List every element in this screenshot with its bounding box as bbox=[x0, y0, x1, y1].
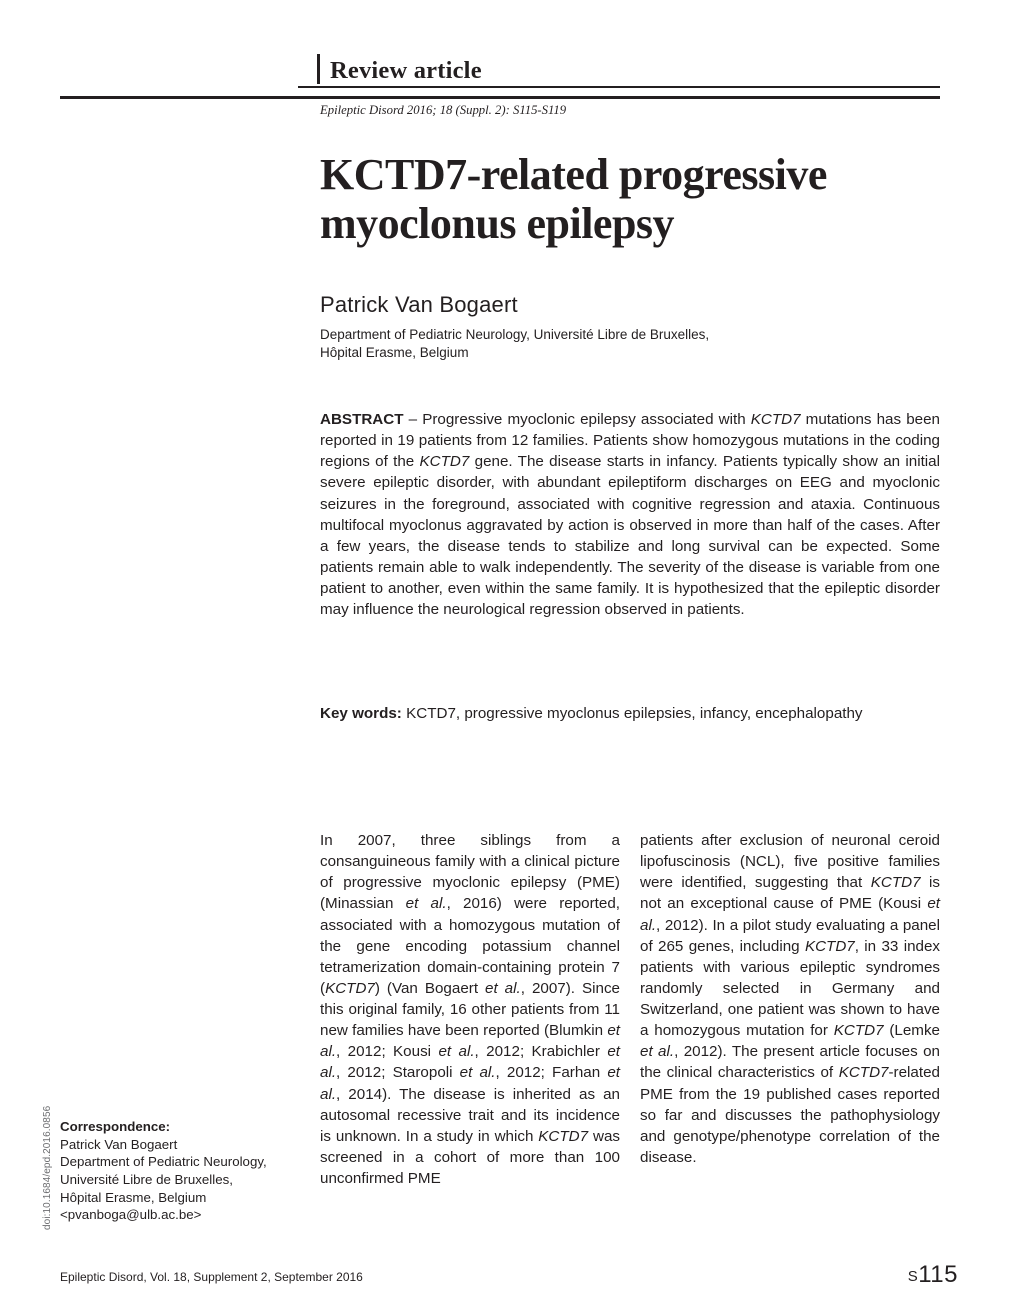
keywords-text: KCTD7, progressive myoclonus epilepsies,… bbox=[402, 705, 863, 722]
keywords-block: Key words: KCTD7, progressive myoclonus … bbox=[320, 704, 940, 725]
body-col-left: In 2007, three siblings from a consangui… bbox=[320, 830, 620, 1189]
affiliation-line1: Department of Pediatric Neurology, Unive… bbox=[320, 327, 709, 342]
page-root: Review article Epileptic Disord 2016; 18… bbox=[0, 0, 1020, 1311]
journal-citation: Epileptic Disord 2016; 18 (Suppl. 2): S1… bbox=[320, 103, 566, 118]
abstract-label: ABSTRACT bbox=[320, 411, 404, 428]
article-title-line1: KCTD7-related progressive bbox=[320, 150, 827, 199]
footer-page-number: S115 bbox=[908, 1261, 958, 1289]
section-label-bar bbox=[317, 54, 320, 84]
abstract-dash: – bbox=[404, 411, 423, 428]
abstract-text3: gene. The disease starts in infancy. Pat… bbox=[320, 453, 940, 618]
correspondence-line-4: <pvanboga@ulb.ac.be> bbox=[60, 1207, 201, 1222]
correspondence-label: Correspondence: bbox=[60, 1119, 170, 1134]
doi-vertical: doi:10.1684/epd.2016.0856 bbox=[42, 1106, 53, 1230]
abstract-gene2: KCTD7 bbox=[420, 453, 470, 470]
abstract-text1: Progressive myoclonic epilepsy associate… bbox=[422, 411, 751, 428]
footer-page-prefix: S bbox=[908, 1268, 919, 1285]
correspondence-line-1: Department of Pediatric Neurology, bbox=[60, 1154, 267, 1169]
section-label: Review article bbox=[317, 54, 482, 85]
section-label-text: Review article bbox=[330, 57, 482, 84]
author-affiliation: Department of Pediatric Neurology, Unive… bbox=[320, 326, 940, 362]
article-title-line2: myoclonus epilepsy bbox=[320, 199, 674, 248]
author-name: Patrick Van Bogaert bbox=[320, 292, 518, 318]
rule-short-top bbox=[298, 86, 940, 88]
affiliation-line2: Hôpital Erasme, Belgium bbox=[320, 345, 469, 360]
footer-journal: Epileptic Disord, Vol. 18, Supplement 2,… bbox=[60, 1270, 363, 1284]
rule-long bbox=[60, 96, 940, 99]
correspondence-line-3: Hôpital Erasme, Belgium bbox=[60, 1190, 206, 1205]
body-col-right: patients after exclusion of neuronal cer… bbox=[640, 830, 940, 1168]
abstract-gene1: KCTD7 bbox=[751, 411, 801, 428]
footer-page-num: 115 bbox=[918, 1261, 958, 1288]
article-title: KCTD7-related progressive myoclonus epil… bbox=[320, 150, 970, 249]
abstract-block: ABSTRACT – Progressive myoclonic epileps… bbox=[320, 409, 940, 620]
correspondence-line-0: Patrick Van Bogaert bbox=[60, 1137, 177, 1152]
correspondence-block: Correspondence: Patrick Van Bogaert Depa… bbox=[60, 1118, 298, 1224]
correspondence-line-2: Université Libre de Bruxelles, bbox=[60, 1172, 233, 1187]
keywords-label: Key words: bbox=[320, 705, 402, 722]
